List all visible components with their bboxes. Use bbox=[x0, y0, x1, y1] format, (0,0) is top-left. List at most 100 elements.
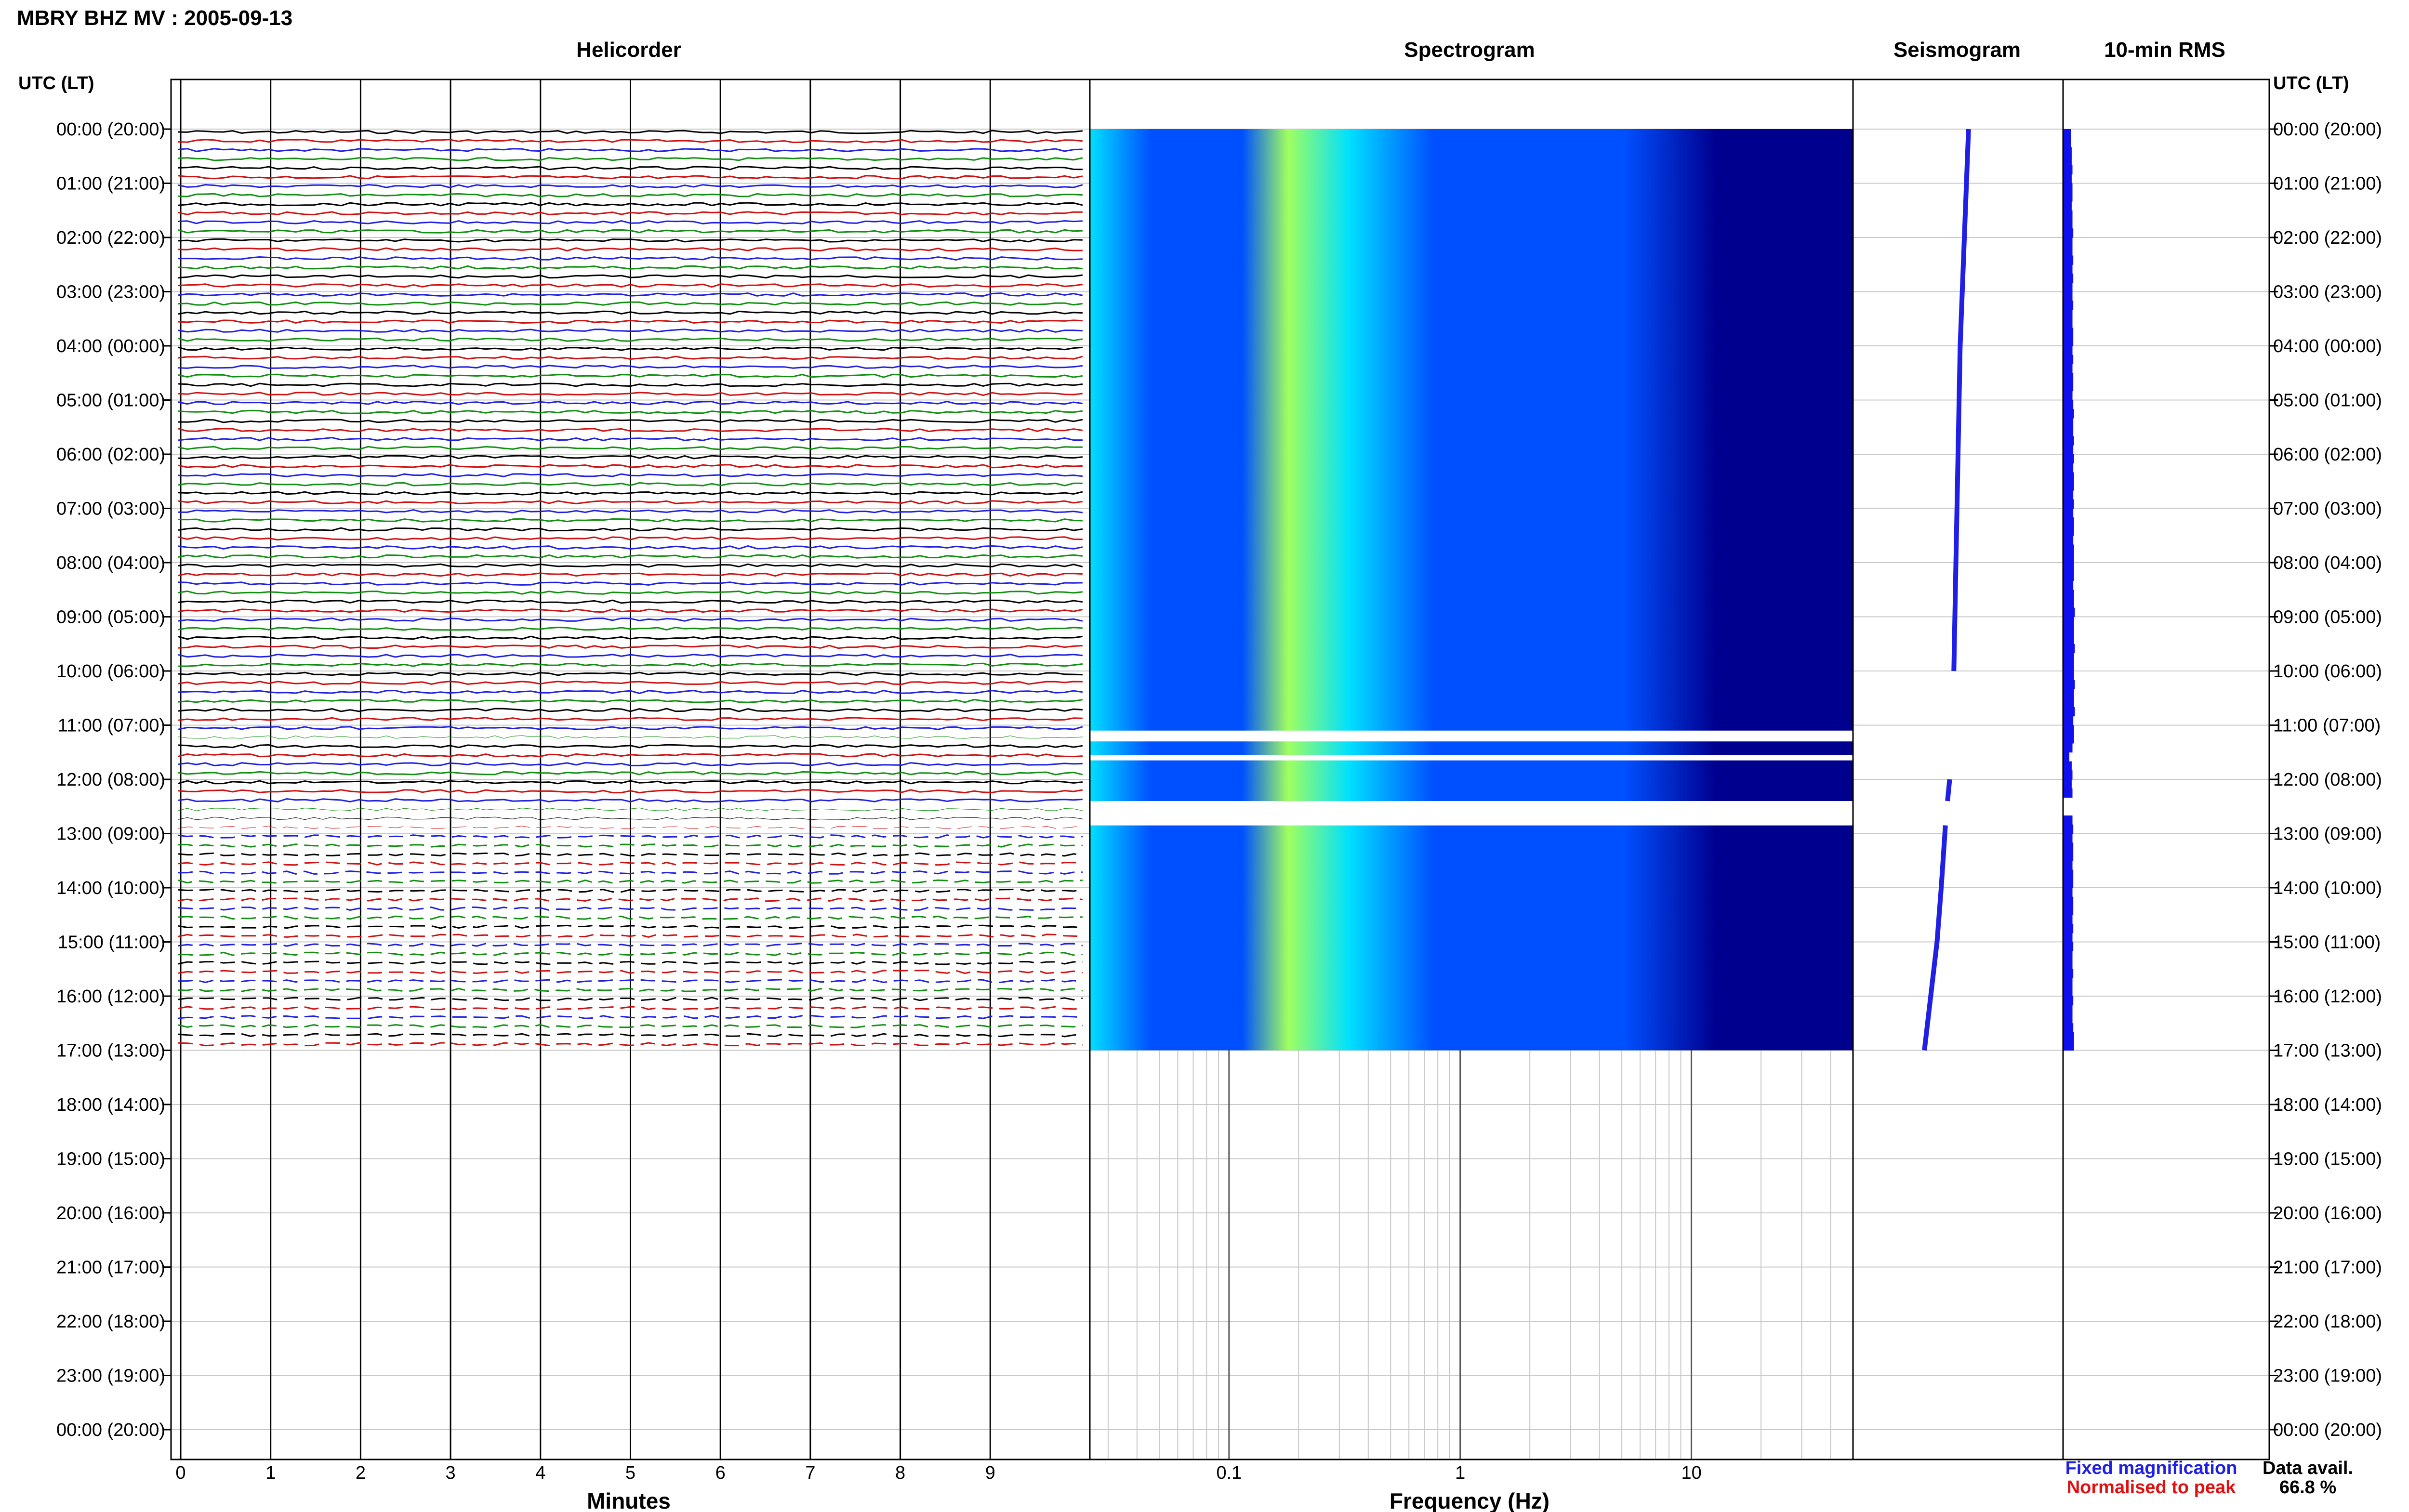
rms-bar bbox=[2063, 915, 2073, 924]
rms-bar bbox=[2063, 508, 2074, 518]
rms-bar bbox=[2063, 906, 2074, 915]
rms-bar bbox=[2063, 960, 2073, 970]
rms-bar bbox=[2063, 237, 2073, 247]
rms-bar bbox=[2063, 445, 2074, 455]
helicorder-trace bbox=[178, 879, 1083, 884]
time-label-right: 11:00 (07:00) bbox=[2273, 716, 2381, 736]
time-label-left: 13:00 (09:00) bbox=[56, 824, 165, 844]
rms-bar bbox=[2063, 671, 2074, 681]
time-label-right: 03:00 (23:00) bbox=[2273, 282, 2382, 302]
rms-bar bbox=[2063, 517, 2074, 527]
helicorder-trace bbox=[178, 698, 1083, 703]
helicorder-trace bbox=[178, 436, 1083, 442]
helicorder-trace bbox=[178, 473, 1083, 478]
time-label-left: 11:00 (07:00) bbox=[58, 716, 165, 736]
helicorder-plot bbox=[178, 79, 1083, 1459]
rms-bar bbox=[2063, 571, 2074, 581]
helicorder-trace bbox=[178, 220, 1083, 224]
helicorder-trace bbox=[178, 681, 1083, 685]
time-label-right: 17:00 (13:00) bbox=[2273, 1041, 2382, 1061]
time-label-right: 18:00 (14:00) bbox=[2273, 1095, 2382, 1115]
helicorder-trace bbox=[178, 979, 1083, 984]
rms-bar bbox=[2063, 896, 2074, 906]
helicorder-trace bbox=[178, 951, 1083, 956]
rms-bar bbox=[2063, 282, 2073, 292]
rms-bar bbox=[2063, 743, 2073, 753]
helicorder-trace bbox=[178, 139, 1083, 144]
time-label-right: 19:00 (15:00) bbox=[2273, 1149, 2382, 1170]
rms-bar bbox=[2063, 734, 2074, 744]
rms-bar bbox=[2063, 463, 2074, 473]
helicorder-trace bbox=[178, 608, 1083, 613]
helicorder-trace bbox=[178, 355, 1083, 360]
minute-tick-label: 9 bbox=[985, 1463, 995, 1483]
time-label-left: 00:00 (20:00) bbox=[56, 119, 165, 140]
minute-tick-label: 2 bbox=[356, 1463, 366, 1483]
frequency-tick-label: 1 bbox=[1455, 1463, 1465, 1483]
helicorder-trace bbox=[178, 943, 1083, 947]
helicorder-trace bbox=[178, 193, 1083, 197]
helicorder-trace bbox=[178, 888, 1083, 893]
rms-bar bbox=[2063, 779, 2072, 789]
right-axis-label: UTC (LT) bbox=[2273, 73, 2349, 93]
rms-bar bbox=[2063, 580, 2074, 590]
rms-bar bbox=[2063, 535, 2074, 545]
spectrogram-field bbox=[1090, 129, 1853, 1051]
helicorder-trace bbox=[178, 130, 1083, 134]
frequency-tick-label: 10 bbox=[1681, 1463, 1701, 1483]
rms-bar bbox=[2063, 219, 2073, 229]
helicorder-trace bbox=[178, 771, 1083, 776]
rms-bar bbox=[2063, 752, 2070, 762]
helicorder-trace bbox=[178, 581, 1083, 586]
rms-bar bbox=[2063, 138, 2071, 147]
rms-bar bbox=[2063, 264, 2073, 274]
helicorder-trace bbox=[178, 527, 1083, 532]
time-label-left: 20:00 (16:00) bbox=[56, 1203, 165, 1223]
helicorder-trace bbox=[178, 753, 1083, 758]
time-label-right: 06:00 (02:00) bbox=[2273, 445, 2382, 465]
helicorder-trace bbox=[178, 455, 1083, 460]
helicorder-trace bbox=[178, 1014, 1083, 1019]
time-label-right: 10:00 (06:00) bbox=[2273, 661, 2382, 682]
helicorder-trace bbox=[178, 464, 1083, 469]
helicorder-trace bbox=[178, 373, 1083, 378]
helicorder-trace bbox=[178, 852, 1083, 857]
helicorder-trace bbox=[178, 256, 1083, 261]
rms-bar bbox=[2063, 969, 2074, 978]
helicorder-trace bbox=[178, 563, 1083, 568]
helicorder-trace bbox=[178, 1042, 1083, 1047]
minute-tick-label: 1 bbox=[265, 1463, 276, 1483]
helicorder-trace bbox=[178, 283, 1083, 288]
rms-bar bbox=[2063, 933, 2073, 942]
rms-bar bbox=[2063, 373, 2074, 382]
helicorder-trace bbox=[178, 644, 1083, 649]
rms-bar bbox=[2063, 328, 2074, 337]
rms-bar bbox=[2063, 355, 2074, 364]
time-label-left: 03:00 (23:00) bbox=[56, 282, 165, 302]
spectrogram-plot bbox=[1090, 129, 1853, 1459]
rms-bar bbox=[2063, 201, 2072, 211]
helicorder-trace bbox=[178, 662, 1083, 667]
rms-bar bbox=[2063, 454, 2074, 464]
helicorder-trace bbox=[178, 870, 1083, 875]
rms-bar bbox=[2063, 318, 2073, 328]
helicorder-trace bbox=[178, 653, 1083, 658]
time-tick-labels: 00:00 (20:00) 00:00 (20:00) 01:00 (21:00) 0… bbox=[56, 119, 2382, 1440]
helicorder-trace bbox=[178, 1006, 1083, 1011]
helicorder-trace bbox=[178, 1024, 1083, 1028]
helicorder-trace bbox=[178, 861, 1083, 866]
helicorder-trace bbox=[178, 337, 1083, 342]
helicorder-trace bbox=[178, 518, 1083, 523]
time-label-left: 17:00 (13:00) bbox=[56, 1041, 165, 1061]
helicorder-trace bbox=[178, 482, 1083, 486]
helicorder-trace bbox=[178, 554, 1083, 559]
time-label-right: 15:00 (11:00) bbox=[2273, 933, 2381, 953]
rms-bar bbox=[2063, 291, 2073, 301]
time-label-left: 02:00 (22:00) bbox=[56, 228, 165, 248]
spectrogram-x-axis-label: Frequency (Hz) bbox=[1390, 1488, 1549, 1512]
rms-bar bbox=[2063, 833, 2073, 843]
rms-bar bbox=[2063, 156, 2072, 166]
rms-bar bbox=[2063, 617, 2074, 626]
rms-bar bbox=[2063, 409, 2074, 419]
rms-bar bbox=[2063, 337, 2074, 346]
